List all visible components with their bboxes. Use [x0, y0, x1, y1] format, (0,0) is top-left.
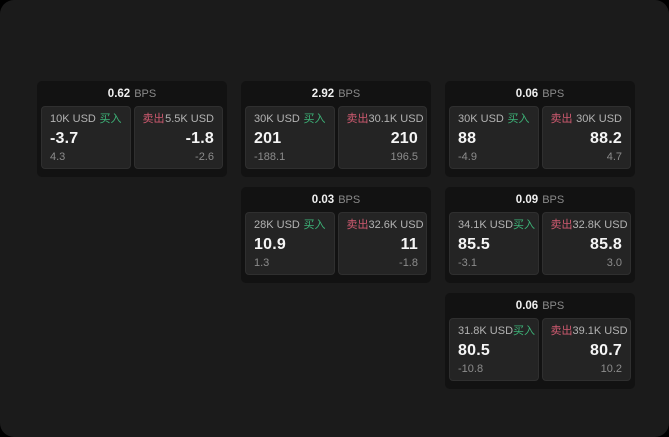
buy-price: 10.9 — [254, 235, 286, 253]
buy-delta: -10.8 — [458, 363, 484, 375]
sell-label: 卖出 — [550, 113, 573, 125]
buy-amount: 31.8K USD — [458, 325, 514, 337]
quote-card-4: 0.03 BPS 28K USD 买入 10.9 1.3 卖出 32.6K US… — [241, 187, 431, 283]
quote-card-3: 0.06 BPS 30K USD 买入 88 -4.9 卖出 30K USD 8… — [445, 81, 635, 177]
quote-panels: 30K USD 买入 201 -188.1 卖出 30.1K USD 210 1… — [241, 106, 431, 173]
sell-price: 11 — [400, 235, 418, 253]
sell-price: 88.2 — [590, 129, 622, 147]
quote-panels: 30K USD 买入 88 -4.9 卖出 30K USD 88.2 4.7 — [445, 106, 635, 173]
buy-label: 买入 — [303, 219, 326, 231]
bps-value: 0.09 — [515, 193, 539, 206]
card-header: 0.09 BPS — [445, 187, 635, 212]
buy-price: 85.5 — [458, 235, 490, 253]
quote-card-1: 0.62 BPS 10K USD 买入 -3.7 4.3 卖出 5.5K USD… — [37, 81, 227, 177]
bps-value: 2.92 — [311, 87, 335, 100]
buy-delta: -188.1 — [254, 151, 286, 163]
buy-delta: -3.1 — [458, 257, 477, 269]
card-header: 2.92 BPS — [241, 81, 431, 106]
card-header: 0.06 BPS — [445, 293, 635, 318]
quote-card-5: 0.09 BPS 34.1K USD 买入 85.5 -3.1 卖出 32.8K… — [445, 187, 635, 283]
quote-panels: 10K USD 买入 -3.7 4.3 卖出 5.5K USD -1.8 -2.… — [37, 106, 227, 173]
buy-delta: 4.3 — [50, 151, 66, 163]
buy-panel[interactable]: 34.1K USD 买入 85.5 -3.1 — [449, 212, 539, 275]
bps-value: 0.06 — [515, 87, 539, 100]
buy-amount: 28K USD — [254, 219, 300, 231]
bps-value: 0.06 — [515, 299, 539, 312]
buy-delta: -4.9 — [458, 151, 477, 163]
buy-price: -3.7 — [50, 129, 79, 147]
sell-delta: -1.8 — [399, 257, 418, 269]
sell-amount: 32.6K USD — [368, 219, 424, 231]
quote-card-6: 0.06 BPS 31.8K USD 买入 80.5 -10.8 卖出 39.1… — [445, 293, 635, 389]
sell-panel[interactable]: 卖出 32.6K USD 11 -1.8 — [337, 212, 427, 275]
bps-value: 0.62 — [107, 87, 131, 100]
buy-label: 买入 — [507, 113, 530, 125]
buy-amount: 30K USD — [458, 113, 504, 125]
buy-delta: 1.3 — [254, 257, 270, 269]
bps-unit-label: BPS — [542, 87, 565, 100]
sell-delta: 3.0 — [606, 257, 622, 269]
sell-delta: -2.6 — [195, 151, 214, 163]
sell-panel[interactable]: 卖出 32.8K USD 85.8 3.0 — [541, 212, 631, 275]
sell-amount: 39.1K USD — [572, 325, 628, 337]
sell-label: 卖出 — [550, 219, 573, 231]
bps-unit-label: BPS — [338, 193, 361, 206]
quote-panels: 34.1K USD 买入 85.5 -3.1 卖出 32.8K USD 85.8… — [445, 212, 635, 279]
sell-amount: 5.5K USD — [165, 113, 214, 125]
sell-price: 210 — [390, 129, 418, 147]
quote-panels: 31.8K USD 买入 80.5 -10.8 卖出 39.1K USD 80.… — [445, 318, 635, 385]
buy-panel[interactable]: 30K USD 买入 201 -188.1 — [245, 106, 335, 169]
buy-panel[interactable]: 10K USD 买入 -3.7 4.3 — [41, 106, 131, 169]
sell-panel[interactable]: 卖出 30K USD 88.2 4.7 — [541, 106, 631, 169]
sell-label: 卖出 — [142, 113, 165, 125]
card-header: 0.06 BPS — [445, 81, 635, 106]
buy-label: 买入 — [303, 113, 326, 125]
buy-panel[interactable]: 28K USD 买入 10.9 1.3 — [245, 212, 335, 275]
sell-label: 卖出 — [346, 219, 369, 231]
buy-price: 88 — [458, 129, 477, 147]
buy-amount: 34.1K USD — [458, 219, 514, 231]
buy-amount: 10K USD — [50, 113, 96, 125]
sell-price: 80.7 — [590, 341, 622, 359]
buy-label: 买入 — [513, 219, 536, 231]
bps-value: 0.03 — [311, 193, 335, 206]
sell-price: -1.8 — [185, 129, 214, 147]
sell-amount: 32.8K USD — [572, 219, 628, 231]
buy-price: 80.5 — [458, 341, 490, 359]
buy-label: 买入 — [513, 325, 536, 337]
quote-panels: 28K USD 买入 10.9 1.3 卖出 32.6K USD 11 -1.8 — [241, 212, 431, 279]
sell-delta: 196.5 — [390, 151, 418, 163]
sell-panel[interactable]: 卖出 5.5K USD -1.8 -2.6 — [133, 106, 223, 169]
buy-amount: 30K USD — [254, 113, 300, 125]
bps-unit-label: BPS — [134, 87, 157, 100]
buy-panel[interactable]: 31.8K USD 买入 80.5 -10.8 — [449, 318, 539, 381]
sell-price: 85.8 — [590, 235, 622, 253]
buy-price: 201 — [254, 129, 282, 147]
card-header: 0.03 BPS — [241, 187, 431, 212]
card-header: 0.62 BPS — [37, 81, 227, 106]
sell-label: 卖出 — [550, 325, 573, 337]
quote-card-2: 2.92 BPS 30K USD 买入 201 -188.1 卖出 30.1K … — [241, 81, 431, 177]
buy-panel[interactable]: 30K USD 买入 88 -4.9 — [449, 106, 539, 169]
sell-label: 卖出 — [346, 113, 369, 125]
sell-delta: 10.2 — [600, 363, 622, 375]
bps-unit-label: BPS — [542, 299, 565, 312]
bps-unit-label: BPS — [338, 87, 361, 100]
sell-panel[interactable]: 卖出 39.1K USD 80.7 10.2 — [541, 318, 631, 381]
bps-unit-label: BPS — [542, 193, 565, 206]
buy-label: 买入 — [99, 113, 122, 125]
sell-amount: 30.1K USD — [368, 113, 424, 125]
sell-panel[interactable]: 卖出 30.1K USD 210 196.5 — [337, 106, 427, 169]
sell-amount: 30K USD — [576, 113, 622, 125]
sell-delta: 4.7 — [606, 151, 622, 163]
